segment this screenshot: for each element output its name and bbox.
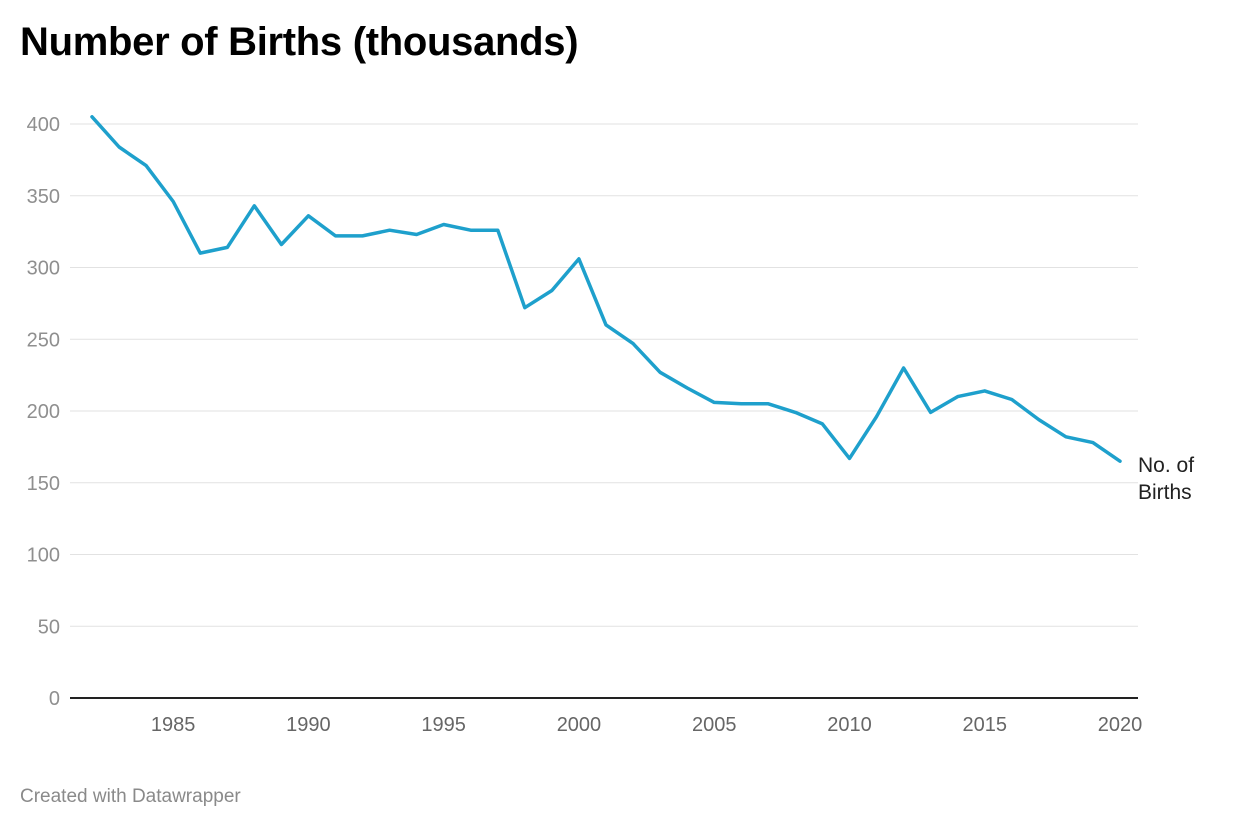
- y-tick-label: 150: [27, 473, 60, 495]
- y-axis-ticks: 0 50 100 150 200 250 300 350 400: [27, 114, 60, 710]
- y-tick-label: 100: [27, 545, 60, 567]
- y-tick-label: 350: [27, 186, 60, 208]
- x-tick-label: 2015: [962, 714, 1007, 736]
- y-tick-label: 250: [27, 329, 60, 351]
- series-line-births: [90, 115, 1122, 463]
- y-tick-label: 300: [27, 258, 60, 280]
- x-tick-label: 1995: [421, 714, 466, 736]
- chart-title: Number of Births (thousands): [20, 20, 579, 64]
- x-tick-label: 2000: [557, 714, 602, 736]
- gridlines: [70, 123, 1138, 627]
- y-tick-label: 50: [38, 616, 60, 638]
- x-tick-label: 2020: [1098, 714, 1143, 736]
- x-axis-ticks: 1985 1990 1995 2000 2005 2010 2015 2020: [151, 714, 1142, 736]
- x-tick-label: 2010: [827, 714, 872, 736]
- y-tick-label: 200: [27, 401, 60, 423]
- y-tick-label: 0: [49, 688, 60, 710]
- y-tick-label: 400: [27, 114, 60, 136]
- x-tick-label: 2005: [692, 714, 737, 736]
- credit-text: Created with Datawrapper: [20, 786, 241, 807]
- x-tick-label: 1990: [286, 714, 331, 736]
- x-tick-label: 1985: [151, 714, 196, 736]
- series-label: No. of Births: [1138, 454, 1195, 504]
